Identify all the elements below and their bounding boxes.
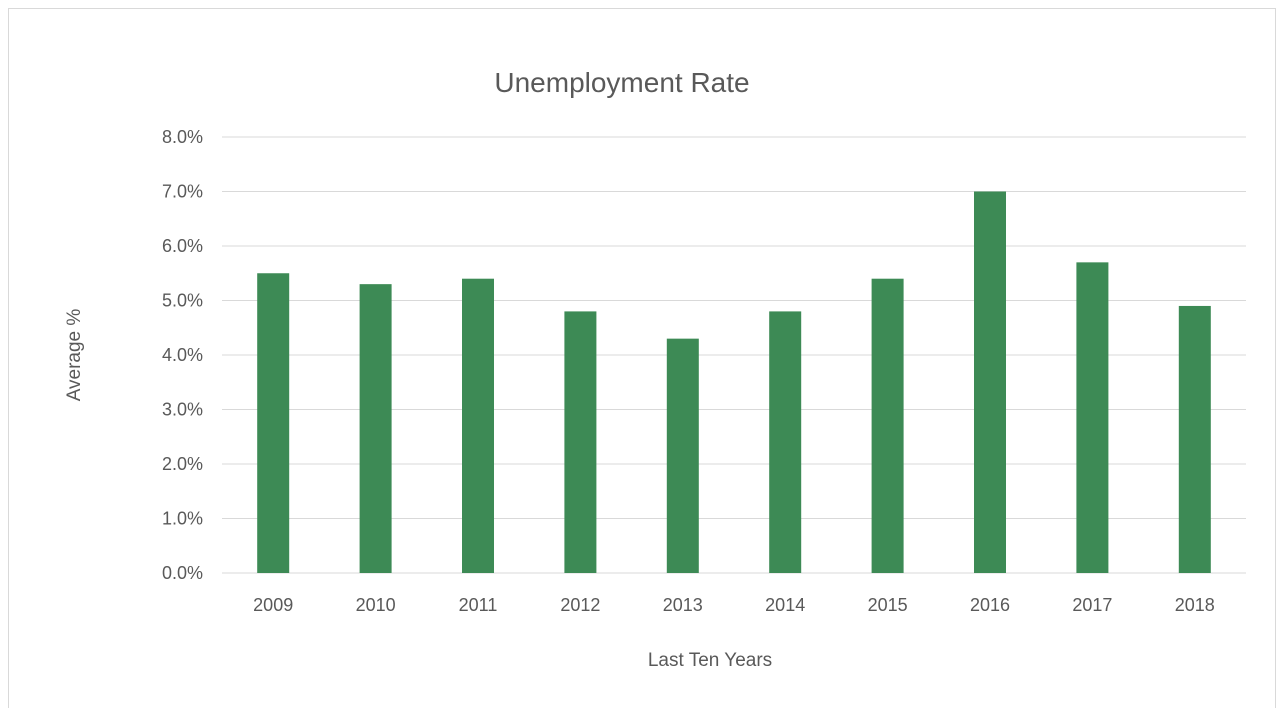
x-tick-label: 2016 xyxy=(970,595,1010,615)
bar-2018 xyxy=(1178,305,1211,573)
bar-2010 xyxy=(359,284,392,573)
x-axis-ticks: 2009 2010 2011 2012 2013 2014 2015 2016 2017 2018 xyxy=(253,595,1215,615)
y-tick-label: 6.0% xyxy=(162,236,203,256)
y-tick-label: 5.0% xyxy=(162,291,203,311)
y-tick-label: 0.0% xyxy=(162,563,203,583)
bar-2014 xyxy=(769,311,802,573)
x-tick-label: 2010 xyxy=(356,595,396,615)
bar-2017 xyxy=(1076,262,1109,573)
chart-frame xyxy=(8,8,1276,708)
bar-2013 xyxy=(666,338,699,573)
y-tick-label: 4.0% xyxy=(162,345,203,365)
x-tick-label: 2009 xyxy=(253,595,293,615)
gridlines xyxy=(222,136,1246,574)
chart-title: Unemployment Rate xyxy=(494,67,749,98)
x-tick-label: 2011 xyxy=(459,595,498,615)
x-tick-label: 2015 xyxy=(868,595,908,615)
x-tick-label: 2017 xyxy=(1072,595,1112,615)
y-axis-ticks: 0.0% 1.0% 2.0% 3.0% 4.0% 5.0% 6.0% 7.0% 8.0% xyxy=(162,127,203,583)
y-tick-label: 2.0% xyxy=(162,454,203,474)
x-tick-label: 2012 xyxy=(560,595,600,615)
y-axis-label: Average % xyxy=(64,309,85,402)
y-tick-label: 8.0% xyxy=(162,127,203,147)
bar-2015 xyxy=(871,278,904,573)
bar-2012 xyxy=(564,311,597,573)
x-tick-label: 2018 xyxy=(1175,595,1215,615)
bar-2009 xyxy=(257,273,290,573)
bars xyxy=(257,191,1211,573)
y-tick-label: 1.0% xyxy=(162,509,203,529)
y-tick-label: 7.0% xyxy=(162,182,203,202)
bar-2011 xyxy=(462,278,494,573)
bar-2016 xyxy=(974,191,1006,573)
y-tick-label: 3.0% xyxy=(162,400,203,420)
x-axis-label: Last Ten Years xyxy=(648,650,772,671)
x-tick-label: 2013 xyxy=(663,595,703,615)
x-tick-label: 2014 xyxy=(765,595,805,615)
